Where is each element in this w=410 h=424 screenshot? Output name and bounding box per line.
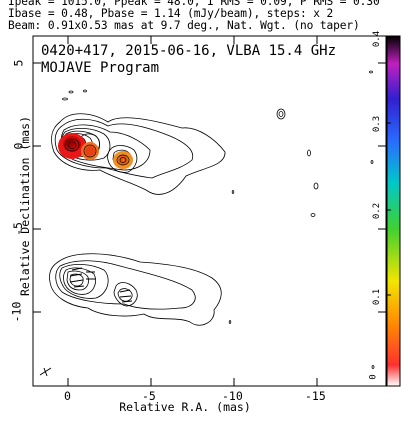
y-axis-ticks: [33, 62, 386, 313]
colorbar-tick-0.4: 0.4: [372, 30, 383, 48]
noise-contours: [62, 70, 375, 369]
plot-title: 0420+417, 2015-06-16, VLBA 15.4 GHz: [41, 43, 337, 59]
y-axis-label: Relative Declination (mas): [18, 115, 32, 296]
x-tick-minus15: -15: [305, 389, 326, 403]
colorbar-tick-0.3: 0.3: [372, 115, 383, 133]
x-axis-label: Relative R.A. (mas): [119, 400, 251, 414]
header-line-2: Ibase = 0.48, Pbase = 1.14 (mJy/beam), s…: [8, 7, 334, 20]
colorbar-tick-0.1: 0.1: [372, 288, 383, 306]
x-axis-ticks: [67, 36, 318, 386]
inner-contours: [64, 138, 130, 166]
lower-jet-contours: [49, 253, 222, 326]
colorbar: [386, 35, 401, 387]
x-tick-0: 0: [64, 389, 71, 403]
polarization-vectors: [69, 267, 133, 303]
beam-cross: [39, 367, 52, 377]
y-tick-5: 5: [11, 59, 26, 67]
plot-subtitle: MOJAVE Program: [41, 60, 160, 76]
y-tick-minus10: -10: [9, 301, 24, 323]
colorbar-tick-0: 0: [368, 374, 379, 380]
flux-blobs: [58, 133, 133, 169]
x-tick-minus10: -10: [222, 389, 243, 403]
colorbar-tick-0.2: 0.2: [372, 202, 383, 220]
plot-frame: [32, 35, 387, 387]
header-line-3: Beam: 0.91x0.53 mas at 9.7 deg., Nat. Wg…: [8, 19, 360, 32]
x-tick-minus5: -5: [142, 389, 156, 403]
colorbar-ticks: [387, 37, 391, 296]
header-line-1: Ipeak = 1015.0, Ppeak = 48.0, I RMS = 0.…: [8, 0, 380, 8]
